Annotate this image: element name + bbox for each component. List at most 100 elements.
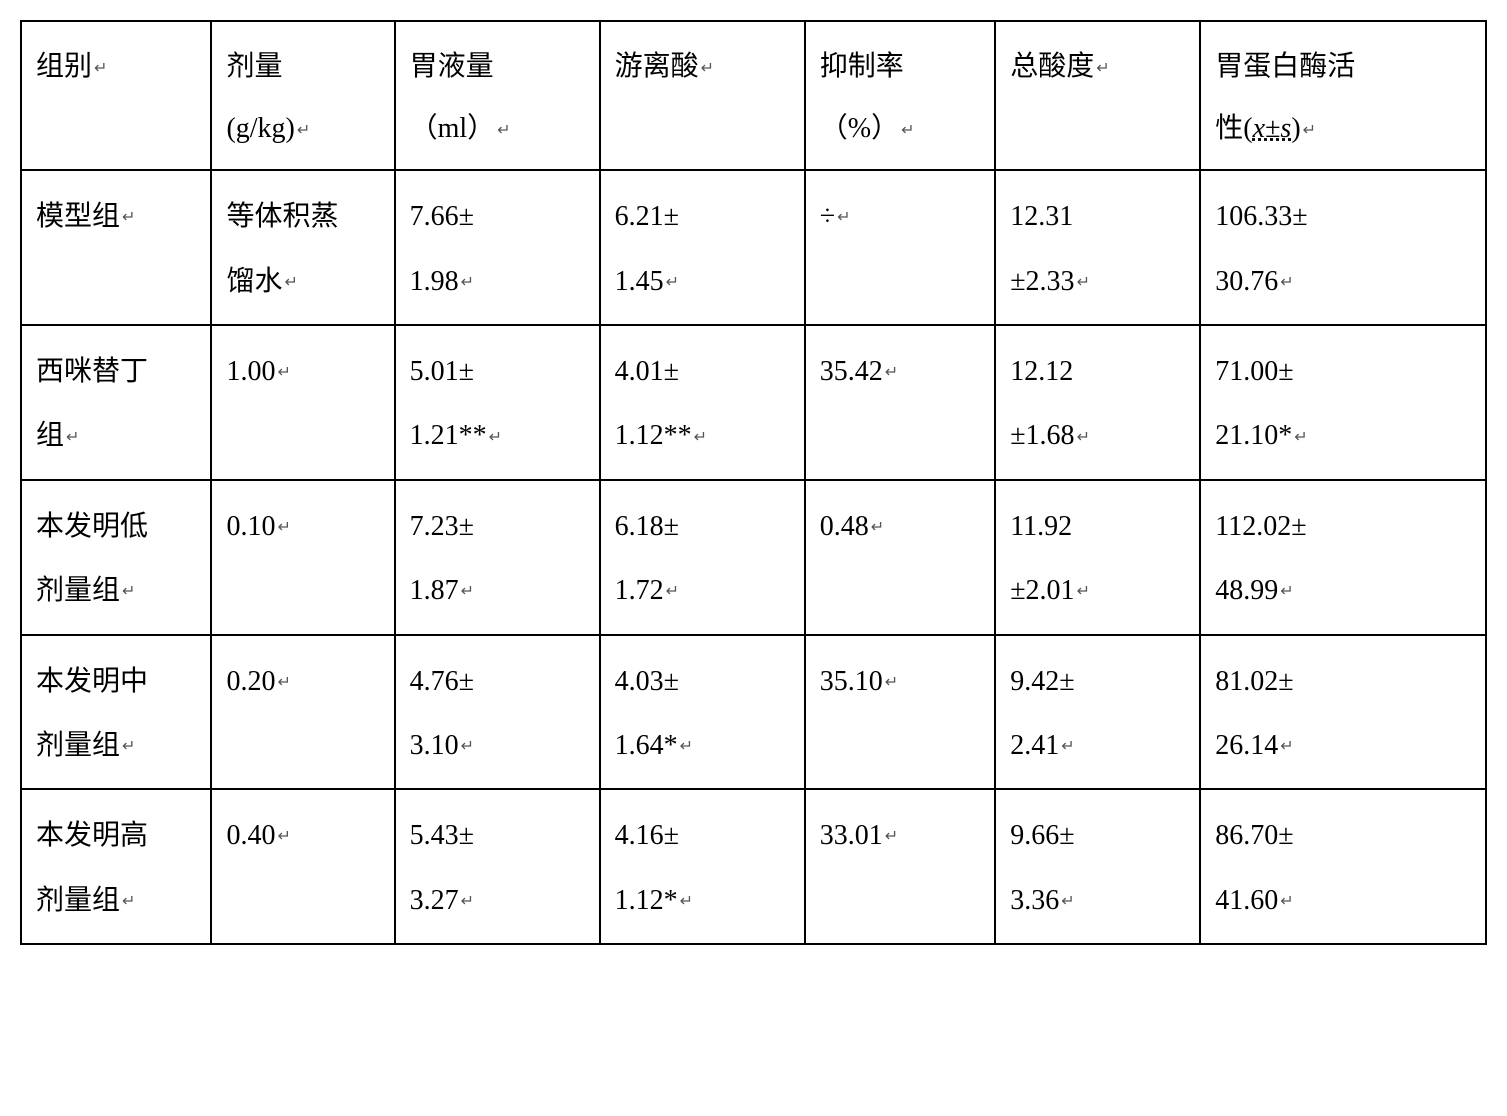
para-marker: ↵ xyxy=(701,60,714,77)
cell-total-acid: 11.92±2.01↵ xyxy=(995,480,1200,635)
para-marker: ↵ xyxy=(94,60,107,77)
cell-text: ±1.68 xyxy=(1010,420,1074,451)
cell-group: 本发明低剂量组↵ xyxy=(21,480,211,635)
table-row: 本发明低剂量组↵0.10↵7.23±1.87↵6.18±1.72↵0.48↵11… xyxy=(21,480,1486,635)
cell-inhibition: ÷↵ xyxy=(805,170,995,325)
cell-text: 本发明高 xyxy=(36,820,148,851)
cell-text: 1.12* xyxy=(615,885,678,916)
para-marker: ↵ xyxy=(680,893,693,910)
cell-text: 1.98 xyxy=(410,266,459,297)
para-marker: ↵ xyxy=(122,893,135,910)
para-marker: ↵ xyxy=(885,828,898,845)
cell-text: 等体积蒸 xyxy=(226,201,338,232)
para-marker: ↵ xyxy=(1077,274,1090,291)
para-marker: ↵ xyxy=(666,583,679,600)
cell-total-acid: 12.12±1.68↵ xyxy=(995,325,1200,480)
cell-gastric: 7.23±1.87↵ xyxy=(395,480,600,635)
cell-text: 1.72 xyxy=(615,575,664,606)
header-text: 游离酸 xyxy=(615,51,699,82)
cell-text: 模型组 xyxy=(36,201,120,232)
header-text: (g/kg) xyxy=(226,113,294,144)
cell-total-acid: 9.66±3.36↵ xyxy=(995,789,1200,944)
para-marker: ↵ xyxy=(461,274,474,291)
cell-text: 2.41 xyxy=(1010,730,1059,761)
cell-pepsin: 112.02±48.99↵ xyxy=(1200,480,1486,635)
cell-text: ±2.33 xyxy=(1010,266,1074,297)
col-header-gastric: 胃液量 （ml）↵ xyxy=(395,21,600,170)
col-header-pepsin: 胃蛋白酶活 性(x±s)↵ xyxy=(1200,21,1486,170)
cell-dose: 等体积蒸馏水↵ xyxy=(211,170,394,325)
para-marker: ↵ xyxy=(277,519,290,536)
cell-text: 35.42 xyxy=(820,356,883,387)
cell-inhibition: 35.10↵ xyxy=(805,635,995,790)
para-marker: ↵ xyxy=(837,209,850,226)
para-marker: ↵ xyxy=(1077,583,1090,600)
cell-gastric: 4.76±3.10↵ xyxy=(395,635,600,790)
cell-text: 4.16± xyxy=(615,820,679,851)
para-marker: ↵ xyxy=(885,364,898,381)
cell-text: 12.12 xyxy=(1010,356,1073,387)
para-marker: ↵ xyxy=(122,209,135,226)
cell-text: 4.76± xyxy=(410,666,474,697)
table-row: 模型组↵等体积蒸馏水↵7.66±1.98↵6.21±1.45↵÷↵12.31±2… xyxy=(21,170,1486,325)
para-marker: ↵ xyxy=(297,122,310,139)
header-text: 组别 xyxy=(36,51,92,82)
cell-text: 9.42± xyxy=(1010,666,1074,697)
para-marker: ↵ xyxy=(1280,893,1293,910)
para-marker: ↵ xyxy=(277,828,290,845)
header-text: 总酸度 xyxy=(1010,51,1094,82)
cell-text: 26.14 xyxy=(1215,730,1278,761)
cell-text: 馏水 xyxy=(226,266,282,297)
para-marker: ↵ xyxy=(1096,60,1109,77)
para-marker: ↵ xyxy=(694,429,707,446)
para-marker: ↵ xyxy=(1061,893,1074,910)
header-text: 性( xyxy=(1215,113,1252,144)
header-text: 胃液量 xyxy=(410,51,494,82)
cell-gastric: 5.43±3.27↵ xyxy=(395,789,600,944)
cell-text: 81.02± xyxy=(1215,666,1293,697)
cell-free-acid: 4.16± 1.12*↵ xyxy=(600,789,805,944)
cell-dose: 1.00↵ xyxy=(211,325,394,480)
para-marker: ↵ xyxy=(461,738,474,755)
table-body: 模型组↵等体积蒸馏水↵7.66±1.98↵6.21±1.45↵÷↵12.31±2… xyxy=(21,170,1486,944)
cell-group: 本发明高剂量组↵ xyxy=(21,789,211,944)
cell-text: 剂量组 xyxy=(36,730,120,761)
header-text: （ml） xyxy=(410,113,496,144)
col-header-dose: 剂量 (g/kg)↵ xyxy=(211,21,394,170)
para-marker: ↵ xyxy=(1061,738,1074,755)
cell-text: ±2.01 xyxy=(1010,575,1074,606)
para-marker: ↵ xyxy=(489,429,502,446)
col-header-total-acid: 总酸度↵ xyxy=(995,21,1200,170)
para-marker: ↵ xyxy=(885,674,898,691)
cell-text: 35.10 xyxy=(820,666,883,697)
col-header-group: 组别↵ xyxy=(21,21,211,170)
para-marker: ↵ xyxy=(666,274,679,291)
cell-pepsin: 71.00±21.10*↵ xyxy=(1200,325,1486,480)
cell-group: 本发明中剂量组↵ xyxy=(21,635,211,790)
col-header-inhibition: 抑制率 （%）↵ xyxy=(805,21,995,170)
para-marker: ↵ xyxy=(1280,274,1293,291)
cell-text: 剂量组 xyxy=(36,575,120,606)
para-marker: ↵ xyxy=(66,429,79,446)
table-row: 西咪替丁组↵1.00↵5.01±1.21**↵4.01±1.12**↵35.42… xyxy=(21,325,1486,480)
cell-text: 112.02± xyxy=(1215,511,1306,542)
cell-text: 0.48 xyxy=(820,511,869,542)
cell-text: 3.27 xyxy=(410,885,459,916)
cell-inhibition: 0.48↵ xyxy=(805,480,995,635)
para-marker: ↵ xyxy=(1294,429,1307,446)
cell-dose: 0.20↵ xyxy=(211,635,394,790)
table-row: 本发明高剂量组↵0.40↵5.43±3.27↵4.16±1.12*↵33.01↵… xyxy=(21,789,1486,944)
cell-pepsin: 86.70±41.60↵ xyxy=(1200,789,1486,944)
para-marker: ↵ xyxy=(284,274,297,291)
para-marker: ↵ xyxy=(1303,122,1316,139)
header-text: （%） xyxy=(820,113,899,144)
cell-text: 5.01± xyxy=(410,356,474,387)
cell-text: 33.01 xyxy=(820,820,883,851)
cell-text: 7.23± xyxy=(410,511,474,542)
cell-text: 30.76 xyxy=(1215,266,1278,297)
cell-text: 1.12** xyxy=(615,420,692,451)
cell-text: 组 xyxy=(36,420,64,451)
col-header-free-acid: 游离酸↵ xyxy=(600,21,805,170)
cell-free-acid: 6.18±1.72↵ xyxy=(600,480,805,635)
cell-text: 西咪替丁 xyxy=(36,356,148,387)
